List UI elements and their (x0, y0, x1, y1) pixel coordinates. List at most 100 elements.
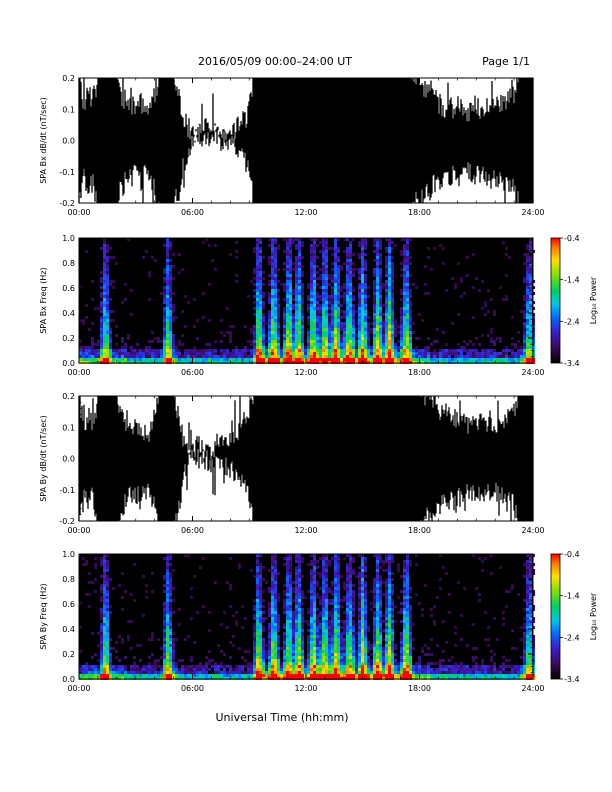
spectrogram-cell (349, 635, 352, 638)
spectrogram-cell (349, 322, 352, 325)
spectrogram-cell (106, 599, 109, 602)
spectrogram-cell (286, 292, 289, 295)
spectrogram-cell (109, 346, 112, 349)
spectrogram-cell (259, 569, 262, 572)
spectrogram-cell (271, 238, 274, 241)
spectrogram-cell (271, 575, 274, 578)
spectrogram-cell (142, 256, 145, 259)
spectrogram-cell (352, 337, 355, 340)
spectrogram-cell (493, 310, 496, 313)
spectrogram-cell (250, 355, 253, 358)
spectrogram-cell (340, 644, 343, 647)
spectrogram-cell (298, 277, 301, 280)
spectrogram-cell (526, 283, 529, 286)
spectrogram-cell (334, 596, 337, 599)
spectrogram-cell (301, 656, 304, 659)
spectrogram-cell (271, 319, 274, 322)
spectrogram-cell (271, 605, 274, 608)
spectrogram-cell (346, 238, 349, 241)
spectrogram-cell (175, 674, 178, 677)
spectrogram-cell (295, 256, 298, 259)
spectrogram-cell (292, 650, 295, 653)
spectrogram-cell (256, 340, 259, 343)
spectrogram-cell (169, 334, 172, 337)
spectrogram-cell (337, 584, 340, 587)
spectrogram-cell (325, 346, 328, 349)
spectrogram-cell (406, 250, 409, 253)
spectrogram-cell (106, 584, 109, 587)
spectrogram-cell (307, 638, 310, 641)
spectrogram-cell (271, 292, 274, 295)
spectrogram-cell (328, 301, 331, 304)
spectrogram-cell (388, 322, 391, 325)
spectrogram-cell (337, 259, 340, 262)
spectrogram-cell (322, 301, 325, 304)
spectrogram-cell (169, 572, 172, 575)
spectrogram-cell (172, 319, 175, 322)
spectrogram-cell (256, 313, 259, 316)
spectrogram-cell (271, 262, 274, 265)
spectrogram-cell (205, 674, 208, 677)
spectrogram-cell (256, 578, 259, 581)
spectrogram-cell (250, 668, 253, 671)
spectrogram-cell (517, 355, 520, 358)
spectrogram-cell (259, 331, 262, 334)
spectrogram-cell (403, 334, 406, 337)
spectrogram-cell (343, 632, 346, 635)
spectrogram-cell (268, 331, 271, 334)
spectrogram-cell (82, 563, 85, 566)
spectrogram-cell (241, 358, 244, 361)
spectrogram-cell (406, 349, 409, 352)
spectrogram-cell (223, 671, 226, 674)
spectrogram-cell (331, 304, 334, 307)
spectrogram-cell (463, 292, 466, 295)
spectrogram-cell (493, 340, 496, 343)
spectrogram-cell (373, 325, 376, 328)
spectrogram-cell (271, 280, 274, 283)
spectrogram-cell (385, 298, 388, 301)
spectrogram-cell (169, 587, 172, 590)
spectrogram-cell (346, 566, 349, 569)
spectrogram-cell (529, 256, 532, 259)
spectrogram-cell (289, 259, 292, 262)
spectrogram-cell (403, 289, 406, 292)
spectrogram-cell (313, 355, 316, 358)
spectrogram-cell (88, 352, 91, 355)
spectrogram-cell (286, 641, 289, 644)
spectrogram-cell (385, 268, 388, 271)
spectrogram-cell (277, 659, 280, 662)
spectrogram-cell (271, 623, 274, 626)
spectrogram-cell (322, 283, 325, 286)
spectrogram-cell (325, 256, 328, 259)
spectrogram-cell (166, 238, 169, 241)
spectrogram-cell (313, 241, 316, 244)
spectrogram-cell (313, 641, 316, 644)
spectrogram-cell (334, 262, 337, 265)
spectrogram-cell (331, 274, 334, 277)
spectrogram-cell (295, 614, 298, 617)
spectrogram-cell (229, 355, 232, 358)
spectrogram-cell (388, 331, 391, 334)
spectrogram-cell (139, 674, 142, 677)
spectrogram-cell (403, 346, 406, 349)
spectrogram-cell (316, 635, 319, 638)
spectrogram-cell (109, 283, 112, 286)
spectrogram-cell (346, 328, 349, 331)
spectrogram-cell (82, 665, 85, 668)
spectrogram-cell (388, 286, 391, 289)
spectrogram-cell (400, 322, 403, 325)
spectrogram-cell (316, 638, 319, 641)
spectrogram-cell (145, 349, 148, 352)
spectrogram-cell (277, 653, 280, 656)
spectrogram-cell (346, 614, 349, 617)
spectrogram-cell (310, 659, 313, 662)
spectrogram-cell (457, 313, 460, 316)
spectrogram-cell (163, 346, 166, 349)
spectrogram-cell (265, 581, 268, 584)
spectrogram-cell (250, 340, 253, 343)
spectrogram-cell (400, 334, 403, 337)
spectrogram-cell (334, 286, 337, 289)
spectrogram-cell (325, 337, 328, 340)
spectrogram-cell (376, 256, 379, 259)
spectrogram-cell (454, 352, 457, 355)
